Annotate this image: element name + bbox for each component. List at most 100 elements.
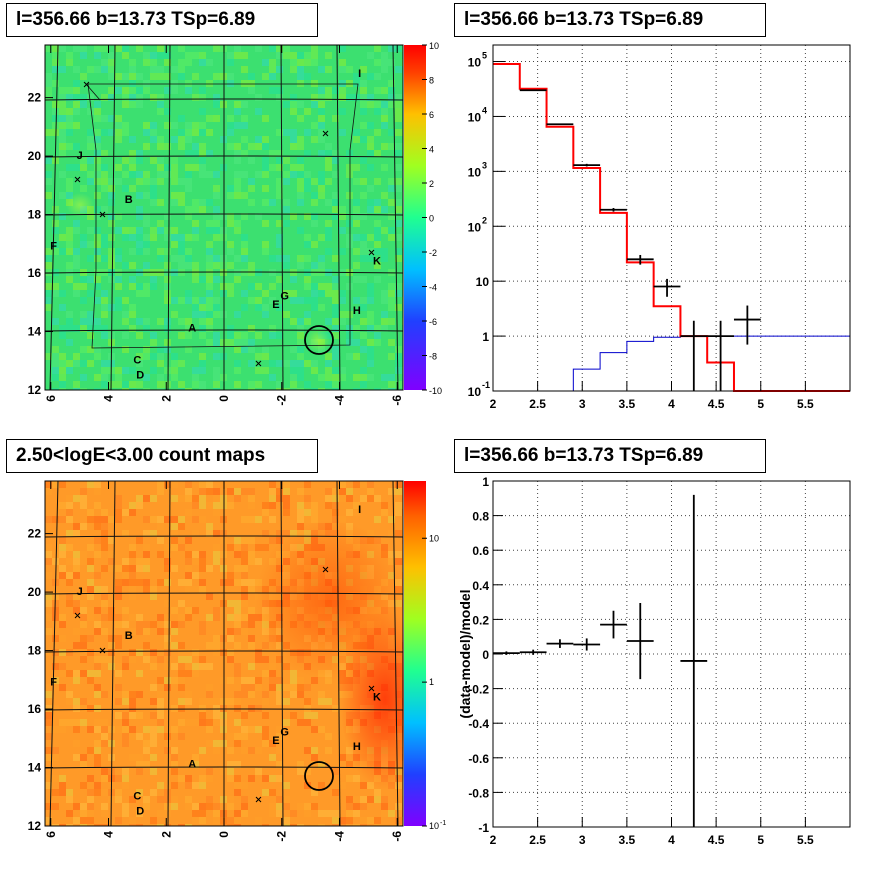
- map-pixel: [150, 754, 157, 761]
- map-pixel: [213, 495, 220, 502]
- map-pixel: [129, 262, 136, 269]
- map-pixel: [269, 803, 276, 810]
- map-pixel: [192, 122, 199, 129]
- map-pixel: [241, 213, 248, 220]
- map-pixel: [213, 367, 220, 374]
- map-pixel: [73, 248, 80, 255]
- map-pixel: [73, 101, 80, 108]
- map-pixel: [234, 276, 241, 283]
- map-pixel: [171, 530, 178, 537]
- map-pixel: [129, 66, 136, 73]
- map-pixel: [332, 206, 339, 213]
- map-pixel: [332, 318, 339, 325]
- map-pixel: [122, 768, 129, 775]
- map-pixel: [374, 227, 381, 234]
- map-pixel: [157, 360, 164, 367]
- map-pixel: [297, 677, 304, 684]
- map-pixel: [164, 803, 171, 810]
- map-pixel: [297, 691, 304, 698]
- map-pixel: [185, 775, 192, 782]
- map-pixel: [45, 719, 52, 726]
- map-pixel: [325, 199, 332, 206]
- map-pixel: [136, 495, 143, 502]
- map-pixel: [395, 509, 402, 516]
- map-pixel: [276, 129, 283, 136]
- map-pixel: [381, 388, 388, 390]
- map-pixel: [360, 495, 367, 502]
- map-pixel: [122, 810, 129, 817]
- map-pixel: [59, 101, 66, 108]
- map-pixel: [94, 136, 101, 143]
- map-pixel: [234, 607, 241, 614]
- map-pixel: [115, 502, 122, 509]
- map-pixel: [185, 565, 192, 572]
- map-pixel: [283, 509, 290, 516]
- map-pixel: [108, 87, 115, 94]
- map-pixel: [234, 143, 241, 150]
- map-pixel: [346, 488, 353, 495]
- map-pixel: [360, 192, 367, 199]
- map-pixel: [283, 206, 290, 213]
- map-pixel: [234, 185, 241, 192]
- map-pixel: [241, 192, 248, 199]
- map-pixel: [234, 255, 241, 262]
- map-pixel: [101, 810, 108, 817]
- map-pixel: [199, 705, 206, 712]
- map-pixel: [136, 381, 143, 388]
- map-pixel: [164, 544, 171, 551]
- map-pixel: [108, 234, 115, 241]
- map-pixel: [94, 789, 101, 796]
- map-pixel: [227, 698, 234, 705]
- map-pixel: [374, 87, 381, 94]
- map-pixel: [241, 600, 248, 607]
- map-pixel: [164, 143, 171, 150]
- map-pixel: [374, 220, 381, 227]
- map-pixel: [346, 171, 353, 178]
- map-pixel: [353, 509, 360, 516]
- map-pixel: [213, 171, 220, 178]
- map-pixel: [164, 600, 171, 607]
- map-pixel: [206, 593, 213, 600]
- map-pixel: [192, 754, 199, 761]
- residual-map-hotspot: [66, 193, 94, 217]
- map-pixel: [136, 810, 143, 817]
- map-pixel: [80, 346, 87, 353]
- map-pixel: [339, 213, 346, 220]
- y-tick-label: 12: [28, 383, 42, 397]
- map-pixel: [45, 824, 52, 826]
- map-pixel: [199, 558, 206, 565]
- map-pixel: [262, 509, 269, 516]
- map-pixel: [122, 565, 129, 572]
- map-pixel: [59, 143, 66, 150]
- map-pixel: [283, 481, 290, 488]
- map-pixel: [94, 516, 101, 523]
- map-pixel: [80, 810, 87, 817]
- map-pixel: [318, 782, 325, 789]
- map-pixel: [52, 649, 59, 656]
- map-pixel: [367, 290, 374, 297]
- map-pixel: [94, 297, 101, 304]
- map-pixel: [213, 115, 220, 122]
- map-pixel: [164, 346, 171, 353]
- map-pixel: [199, 719, 206, 726]
- map-pixel: [332, 367, 339, 374]
- map-pixel: [157, 481, 164, 488]
- map-pixel: [108, 262, 115, 269]
- map-pixel: [122, 262, 129, 269]
- map-pixel: [52, 635, 59, 642]
- map-pixel: [241, 332, 248, 339]
- map-pixel: [171, 607, 178, 614]
- map-pixel: [129, 712, 136, 719]
- map-pixel: [304, 297, 311, 304]
- map-pixel: [213, 614, 220, 621]
- map-pixel: [227, 502, 234, 509]
- map-pixel: [388, 87, 395, 94]
- map-pixel: [374, 262, 381, 269]
- map-pixel: [101, 150, 108, 157]
- map-pixel: [108, 199, 115, 206]
- map-pixel: [157, 248, 164, 255]
- map-pixel: [87, 607, 94, 614]
- map-pixel: [297, 374, 304, 381]
- map-pixel: [45, 698, 52, 705]
- map-pixel: [297, 509, 304, 516]
